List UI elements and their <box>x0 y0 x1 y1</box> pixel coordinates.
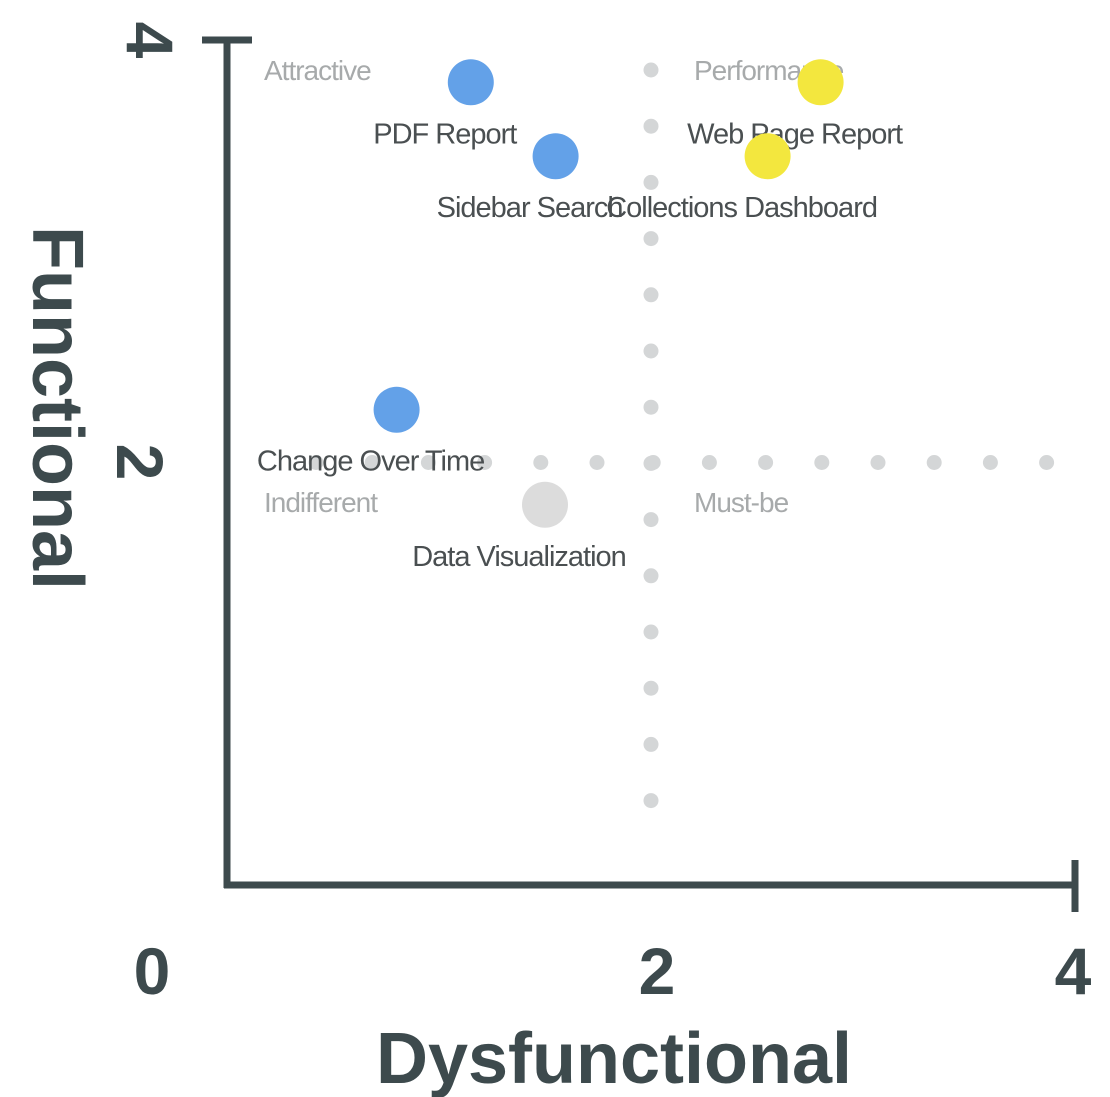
vertical-divider-dot <box>643 568 659 584</box>
horizontal-divider-dot <box>758 455 774 470</box>
vertical-divider-dot <box>643 736 659 752</box>
vertical-divider-dot <box>643 512 659 528</box>
vertical-divider-dot <box>643 231 659 247</box>
data-point <box>447 59 494 106</box>
x-tick-label: 2 <box>639 934 676 1008</box>
vertical-divider-dot <box>643 287 659 303</box>
vertical-divider-dot <box>643 343 659 359</box>
vertical-divider-dot <box>643 62 659 78</box>
vertical-divider-dot <box>643 624 659 640</box>
x-tick-label: 0 <box>134 934 171 1008</box>
horizontal-divider-dot <box>982 455 998 470</box>
horizontal-divider-dot <box>645 455 661 470</box>
data-point-label: PDF Report <box>373 118 517 150</box>
horizontal-divider-dot <box>589 455 605 470</box>
horizontal-divider-dot <box>814 455 830 470</box>
data-point-label: Data Visualization <box>412 541 626 573</box>
horizontal-divider-dot <box>533 455 549 470</box>
vertical-divider-dot <box>643 399 659 415</box>
quadrant-label-indifferent: Indifferent <box>264 487 378 518</box>
x-tick-label: 4 <box>1055 934 1092 1008</box>
horizontal-divider-dot <box>870 455 886 470</box>
horizontal-divider-dot <box>701 455 717 470</box>
data-point-label: Change Over Time <box>257 446 484 478</box>
horizontal-divider-dot <box>477 455 493 470</box>
horizontal-divider-dot <box>1039 455 1055 470</box>
horizontal-divider-dot <box>926 455 942 470</box>
data-point <box>522 481 568 528</box>
vertical-divider-dot <box>643 793 659 809</box>
vertical-divider-dot <box>643 174 659 190</box>
data-point-label: Sidebar Search <box>437 192 623 224</box>
data-point <box>532 133 579 180</box>
y-tick-label: 2 <box>103 444 177 481</box>
y-tick-labels: 2 4 <box>103 22 187 481</box>
x-tick-labels: 0 2 4 <box>134 934 1092 1008</box>
quadrant-label-must-be: Must-be <box>694 487 789 518</box>
data-point-label: Collections Dashboard <box>606 192 877 224</box>
vertical-divider-dot <box>643 118 659 134</box>
y-tick-label: 4 <box>113 22 187 59</box>
y-axis-title: Functional <box>17 226 97 590</box>
vertical-divider-dot <box>643 680 659 696</box>
quadrant-label-attractive: Attractive <box>264 55 371 86</box>
data-point <box>373 386 420 433</box>
data-point <box>744 133 791 180</box>
data-point <box>797 59 844 106</box>
quadrant-dividers <box>308 62 1055 809</box>
data-point-label: Web Page Report <box>687 118 903 150</box>
horizontal-divider-dot <box>308 455 324 470</box>
horizontal-divider-dot <box>364 455 380 470</box>
x-axis-title: Dysfunctional <box>376 1019 852 1097</box>
axes <box>202 36 1079 912</box>
horizontal-divider-dot <box>420 455 436 470</box>
